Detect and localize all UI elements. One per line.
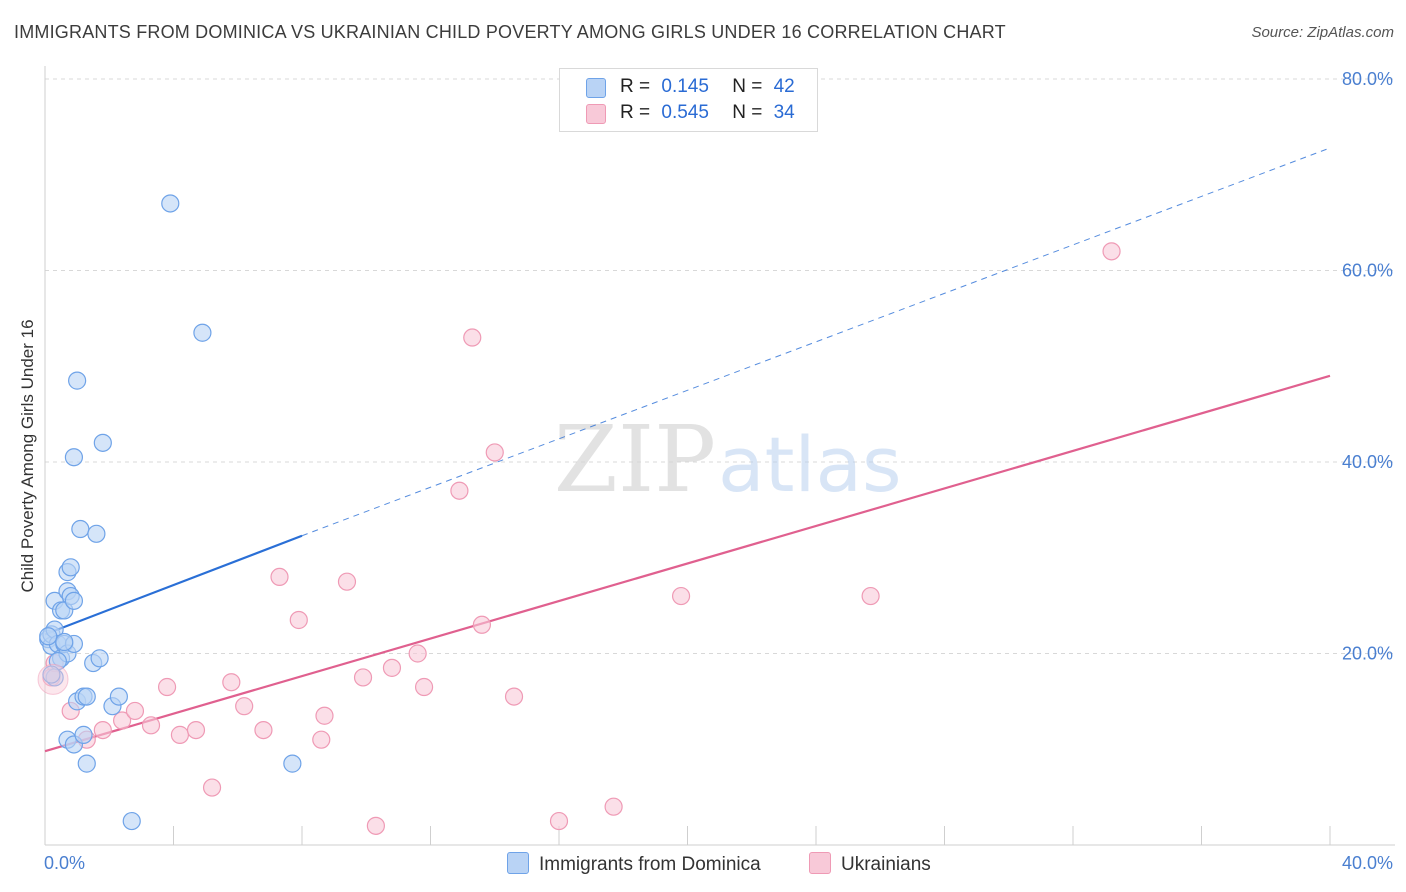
data-point-ukrainians <box>170 725 190 744</box>
watermark: ZIP atlas <box>554 406 902 513</box>
y-tick-label: 80.0% <box>1342 69 1393 89</box>
data-point-dominica <box>93 433 112 452</box>
x-tick-label: 40.0% <box>1342 853 1393 873</box>
data-point-dominica <box>71 519 90 539</box>
data-point-dominica <box>61 558 80 577</box>
chart-title: IMMIGRANTS FROM DOMINICA VS UKRAINIAN CH… <box>14 22 1006 42</box>
data-points <box>37 194 1121 835</box>
trend-lines <box>44 147 1331 753</box>
source-label: Source: ZipAtlas.com <box>1251 24 1394 41</box>
series-swatch-ukrainians <box>809 852 831 874</box>
data-point-ukrainians <box>414 677 434 697</box>
data-point-ukrainians <box>463 328 482 347</box>
data-point-dominica <box>90 649 109 668</box>
trend-line-dominica <box>44 534 303 636</box>
series-label-ukrainians: Ukrainians <box>841 854 931 875</box>
data-point-ukrainians <box>157 677 177 697</box>
data-point-ukrainians <box>604 797 623 816</box>
data-point-ukrainians <box>93 720 112 740</box>
series-legend-dominica: Immigrants from Dominica <box>507 852 761 876</box>
data-point-dominica <box>77 687 96 706</box>
legend-r-value: 0.145 <box>661 76 709 97</box>
y-tick-label: 60.0% <box>1342 261 1393 281</box>
series-legend-ukrainians: Ukrainians <box>809 852 931 876</box>
gridlines <box>45 78 1395 654</box>
data-point-ukrainians <box>235 697 254 716</box>
tick-labels: 20.0% 40.0% 60.0% 80.0% 0.0% 40.0% <box>44 69 1393 873</box>
data-point-ukrainians <box>222 673 241 692</box>
data-point-dominica <box>74 725 93 744</box>
data-point-dominica <box>64 448 84 467</box>
x-tick-label: 0.0% <box>44 853 85 873</box>
legend-n-label: N = <box>732 102 763 123</box>
data-point-dominica <box>109 687 128 706</box>
legend-swatch-dominica <box>586 78 606 98</box>
data-point-ukrainians <box>1102 242 1121 261</box>
data-point-dominica <box>68 371 87 390</box>
data-point-dominica <box>87 524 106 543</box>
data-point-ukrainians <box>382 658 402 677</box>
data-point-ukrainians <box>671 586 691 606</box>
data-point-dominica <box>42 665 61 684</box>
legend-n-value: 42 <box>773 76 795 97</box>
data-point-ukrainians <box>450 481 469 500</box>
legend-r-label: R = <box>620 102 651 123</box>
stats-legend: R = 0.145 N = 42 R = 0.545 N = 34 <box>559 68 818 132</box>
data-point-ukrainians <box>254 720 273 740</box>
y-tick-label: 20.0% <box>1342 644 1393 664</box>
data-point-ukrainians <box>315 706 334 725</box>
data-point-ukrainians <box>549 811 569 831</box>
series-swatch-dominica <box>507 852 529 874</box>
data-point-ukrainians <box>186 720 206 740</box>
data-point-dominica <box>55 632 74 652</box>
y-axis-label: Child Poverty Among Girls Under 16 <box>18 319 37 592</box>
data-point-ukrainians <box>337 572 357 591</box>
watermark-zip: ZIP <box>554 406 716 513</box>
legend-r-value: 0.545 <box>661 102 709 123</box>
data-point-dominica <box>193 323 212 342</box>
data-point-ukrainians <box>472 615 491 634</box>
data-point-dominica <box>161 194 180 213</box>
data-point-ukrainians <box>289 610 308 630</box>
trend-line-dominica-extension <box>301 147 1331 537</box>
legend-n-value: 34 <box>773 102 795 123</box>
data-point-ukrainians <box>141 716 161 735</box>
series-label-dominica: Immigrants from Dominica <box>539 854 761 875</box>
legend-r-label: R = <box>620 76 651 97</box>
data-point-ukrainians <box>353 668 373 687</box>
data-point-ukrainians <box>504 687 524 706</box>
watermark-atlas: atlas <box>718 420 902 509</box>
legend-swatch-ukrainians <box>586 104 606 124</box>
data-point-dominica <box>283 754 302 773</box>
data-point-dominica <box>39 627 58 646</box>
data-point-ukrainians <box>202 778 222 797</box>
data-point-ukrainians <box>112 711 132 730</box>
data-point-ukrainians <box>366 816 385 835</box>
data-point-dominica <box>77 754 96 773</box>
data-point-ukrainians <box>485 443 504 462</box>
data-point-ukrainians <box>125 701 145 721</box>
data-point-ukrainians <box>861 586 880 606</box>
data-point-dominica <box>64 591 84 610</box>
y-tick-label: 40.0% <box>1342 452 1393 472</box>
data-point-ukrainians <box>408 644 427 663</box>
data-point-ukrainians <box>312 730 331 749</box>
legend-n-label: N = <box>732 76 763 97</box>
data-point-ukrainians <box>270 567 289 587</box>
trend-line-ukrainians <box>44 374 1331 753</box>
data-point-dominica <box>122 811 141 831</box>
data-point-ukrainians-cluster <box>37 663 69 695</box>
